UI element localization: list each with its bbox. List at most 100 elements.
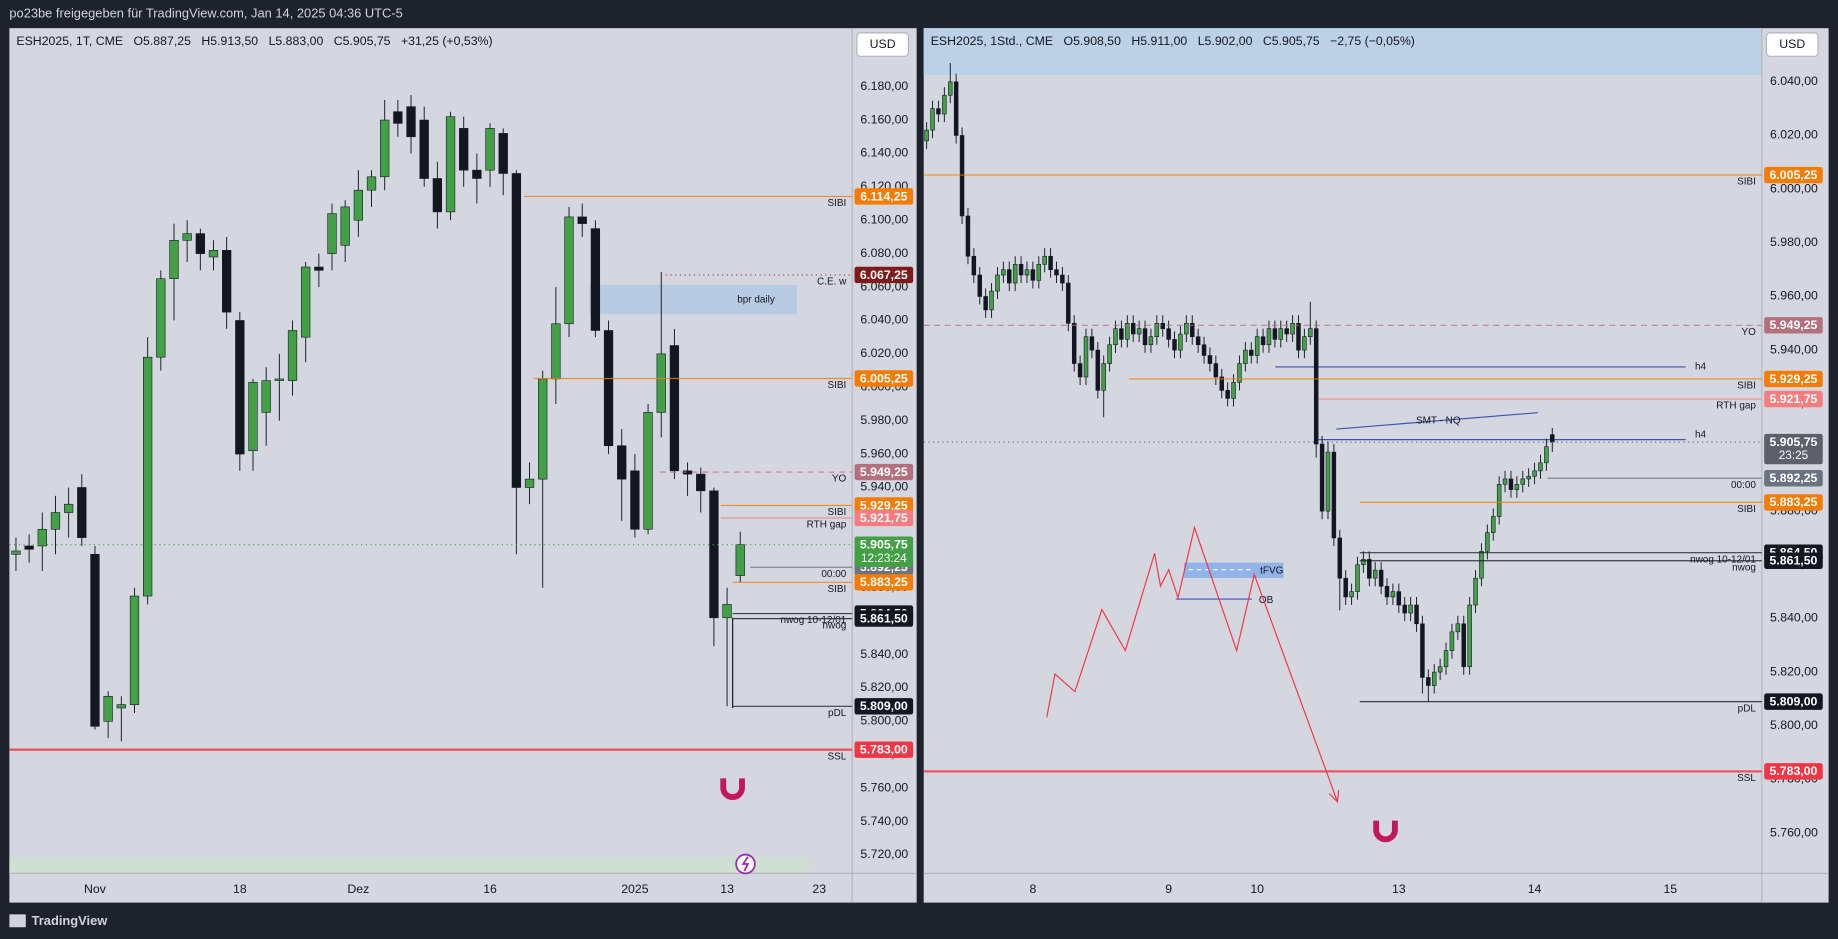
candle-body (564, 216, 574, 325)
share-header: po23be freigegeben für TradingView.com, … (9, 6, 402, 21)
candle-body (1042, 255, 1047, 265)
candle-body (1083, 336, 1089, 378)
price-box-label: 6.067,25 (860, 268, 908, 282)
candle-body (1378, 569, 1384, 587)
y-tick-label: 5.840,00 (1770, 611, 1818, 625)
candle-body (1048, 255, 1053, 270)
candle-body (1302, 336, 1307, 351)
candle-body (735, 544, 745, 576)
price-box-label: 5.929,25 (1770, 372, 1818, 386)
price-box (1764, 370, 1823, 388)
price-box-label: 5.949,25 (860, 465, 908, 479)
price-box-label: 5.861,50 (860, 611, 908, 625)
candle-body (1461, 623, 1466, 668)
y-tick-label: 5.800,00 (860, 714, 908, 728)
level-name: nwog (823, 620, 847, 631)
y-tick-label: 5.760,00 (1770, 825, 1818, 839)
level-name: SIBI (828, 380, 847, 391)
price-box-label: 5.883,25 (1770, 495, 1818, 509)
candle-body (1414, 604, 1419, 625)
price-box-label: 5.949,25 (1770, 318, 1818, 332)
candle-body (1160, 323, 1165, 329)
price-box (854, 463, 914, 481)
candle-body (1402, 604, 1407, 614)
candle-body (524, 478, 535, 488)
x-tick-label: Dez (347, 882, 369, 896)
price-box (854, 370, 914, 387)
y-tick-label: 6.140,00 (860, 146, 908, 160)
candle-body (1101, 363, 1106, 391)
y-tick-label: 6.040,00 (860, 313, 908, 327)
zone (9, 856, 809, 874)
candle-body (1225, 390, 1230, 399)
candle-body (1089, 336, 1095, 351)
smt-line (1336, 412, 1538, 430)
y-tick-label: 5.980,00 (860, 413, 908, 427)
candle-body (1166, 328, 1171, 340)
candle-body (959, 135, 965, 217)
level-name: SSL (827, 751, 846, 762)
price-box-label: 5.861,50 (1770, 554, 1818, 568)
candle-body (1473, 577, 1478, 606)
y-tick-label: 5.740,00 (860, 814, 908, 828)
candle-body (261, 380, 271, 413)
candle-body (1107, 344, 1112, 364)
candle-body (1119, 328, 1124, 340)
candle-body (953, 81, 959, 136)
price-box-label: 5.921,75 (1770, 392, 1818, 406)
candle-body (1313, 328, 1319, 445)
candle-body (1154, 323, 1160, 338)
candle-body (222, 250, 232, 313)
candle-body (1514, 483, 1520, 490)
price-box-label: 5.809,00 (1770, 694, 1818, 708)
candle-body (1437, 666, 1443, 673)
candle-body (1431, 671, 1437, 686)
currency-button[interactable] (856, 32, 910, 57)
ohlc: C5.905,75 (1263, 34, 1320, 48)
candle-body (656, 353, 666, 413)
candle-body (669, 345, 680, 472)
candle-body (1036, 263, 1042, 281)
alert-icon-glyph (741, 856, 750, 872)
level-name: RTH gap (1716, 401, 1756, 412)
price-box (1764, 390, 1823, 408)
price-box (854, 497, 914, 514)
candle-body (965, 215, 971, 257)
candle-body (1207, 355, 1213, 364)
candle-body (511, 173, 522, 488)
magnet-icon (1373, 820, 1398, 843)
price-box-label: 5.892,25 (1770, 471, 1818, 485)
candle-body (1142, 328, 1148, 346)
candle-body (432, 178, 443, 213)
candle-body (1449, 631, 1455, 651)
candle-body (924, 129, 929, 142)
candle-body (353, 189, 363, 221)
level-name: nwog 10-12/01 (1690, 554, 1756, 565)
candle-body (1054, 269, 1059, 276)
last-price-label: 5.905,75 (1770, 435, 1818, 449)
currency[interactable]: USD (1779, 37, 1805, 51)
candle-body (393, 111, 403, 124)
candle-body (1502, 478, 1508, 485)
candle-body (1178, 333, 1183, 351)
candle-body (617, 445, 627, 480)
candle-body (1485, 532, 1490, 552)
level-name: SIBI (828, 507, 847, 518)
candle-body (1372, 569, 1378, 579)
candle-body (77, 487, 87, 538)
candle-body (1426, 677, 1431, 686)
candle-body (1508, 478, 1514, 490)
level-name: C.E. w (817, 277, 847, 288)
currency-button[interactable] (1765, 32, 1819, 57)
candle-body (1249, 349, 1254, 356)
y-tick-label: 5.820,00 (1770, 664, 1818, 678)
candle-body (340, 206, 350, 246)
y-tick-label: 5.980,00 (1770, 235, 1818, 249)
x-tick-label: 13 (720, 882, 734, 896)
currency[interactable]: USD (870, 37, 896, 51)
price-box (1764, 494, 1823, 511)
x-tick-label: 18 (233, 882, 247, 896)
y-tick-label: 5.720,00 (860, 847, 908, 861)
price-box (1764, 470, 1823, 487)
candle-body (1544, 446, 1549, 464)
